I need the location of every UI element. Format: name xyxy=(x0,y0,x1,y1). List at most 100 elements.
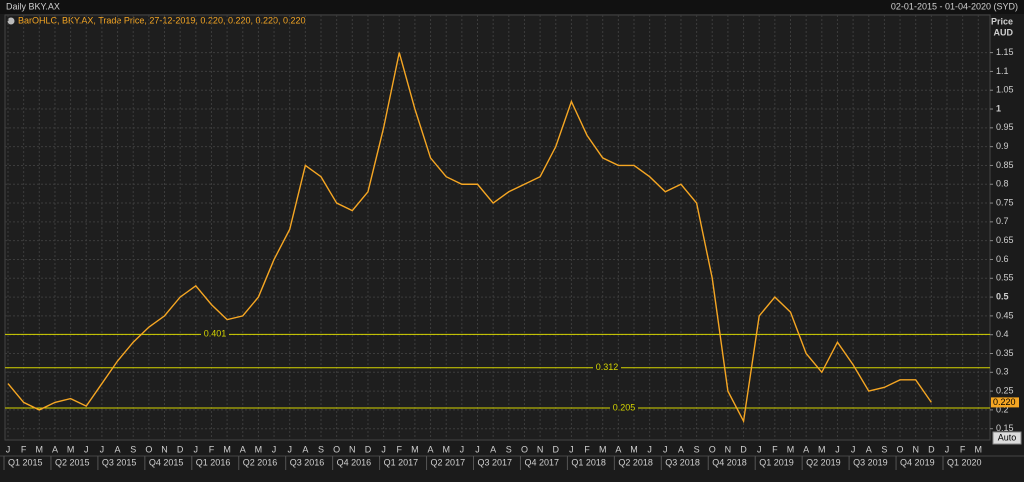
x-tick-label: D xyxy=(365,444,372,454)
x-tick-label: J xyxy=(84,444,89,454)
y-tick-label: 0.35 xyxy=(996,348,1014,358)
quarter-label: Q4 2017 xyxy=(524,457,559,467)
quarter-label: Q2 2018 xyxy=(618,457,653,467)
last-price-tag xyxy=(991,397,1019,408)
x-tick-label: A xyxy=(866,444,872,454)
x-tick-label: J xyxy=(475,444,480,454)
y-tick-label: 1 xyxy=(996,103,1001,113)
x-tick-label: A xyxy=(490,444,496,454)
x-tick-label: D xyxy=(928,444,935,454)
auto-button-label[interactable]: Auto xyxy=(998,432,1017,442)
x-tick-label: A xyxy=(428,444,434,454)
x-tick-label: O xyxy=(145,444,152,454)
x-tick-label: A xyxy=(115,444,121,454)
date-range: 02-01-2015 - 01-04-2020 (SYD) xyxy=(891,1,1018,11)
x-tick-label: S xyxy=(318,444,324,454)
quarter-label: Q1 2016 xyxy=(196,457,231,467)
y-tick-label: 0.8 xyxy=(996,179,1009,189)
level-label: 0.312 xyxy=(596,362,619,372)
y-tick-label: 1.05 xyxy=(996,85,1014,95)
x-tick-label: S xyxy=(881,444,887,454)
x-tick-label: S xyxy=(130,444,136,454)
x-tick-label: J xyxy=(835,444,840,454)
quarter-label: Q3 2018 xyxy=(665,457,700,467)
quarter-label: Q3 2019 xyxy=(853,457,888,467)
x-tick-label: J xyxy=(460,444,465,454)
quarter-label: Q2 2019 xyxy=(806,457,841,467)
y-tick-label: 0.65 xyxy=(996,235,1014,245)
x-tick-label: J xyxy=(945,444,950,454)
x-tick-label: F xyxy=(960,444,966,454)
x-tick-label: M xyxy=(67,444,75,454)
quarter-label: Q4 2015 xyxy=(149,457,184,467)
y-tick-label: 0.25 xyxy=(996,385,1014,395)
x-tick-label: N xyxy=(537,444,544,454)
x-tick-label: D xyxy=(553,444,560,454)
y-axis-title: Price xyxy=(991,16,1013,26)
quarter-label: Q1 2015 xyxy=(8,457,43,467)
level-label-bg xyxy=(610,403,638,414)
quarter-label: Q1 2018 xyxy=(571,457,606,467)
y-tick-label: 1.15 xyxy=(996,47,1014,57)
x-tick-label: A xyxy=(615,444,621,454)
quarter-label: Q3 2016 xyxy=(290,457,325,467)
y-tick-label: 0.3 xyxy=(996,367,1009,377)
x-tick-label: D xyxy=(177,444,184,454)
y-tick-label: 0.55 xyxy=(996,273,1014,283)
auto-button[interactable] xyxy=(992,431,1022,445)
x-tick-label: F xyxy=(209,444,215,454)
x-tick-label: N xyxy=(349,444,356,454)
x-tick-label: J xyxy=(757,444,762,454)
quarter-label: Q1 2019 xyxy=(759,457,794,467)
x-tick-label: F xyxy=(21,444,27,454)
x-tick-label: S xyxy=(506,444,512,454)
x-tick-label: A xyxy=(678,444,684,454)
last-price-label: 0.220 xyxy=(993,397,1016,407)
level-label-bg xyxy=(201,329,229,340)
x-tick-label: D xyxy=(740,444,747,454)
x-tick-label: N xyxy=(912,444,919,454)
y-tick-label: 0.2 xyxy=(996,404,1009,414)
x-tick-label: J xyxy=(381,444,386,454)
x-tick-label: J xyxy=(569,444,574,454)
quarter-label: Q1 2017 xyxy=(384,457,419,467)
y-axis-unit: AUD xyxy=(994,27,1014,37)
y-tick-label: 0.9 xyxy=(996,141,1009,151)
x-tick-label: O xyxy=(897,444,904,454)
y-tick-label: 0.7 xyxy=(996,216,1009,226)
x-tick-label: N xyxy=(725,444,732,454)
x-tick-label: J xyxy=(663,444,668,454)
quarter-label: Q2 2016 xyxy=(243,457,278,467)
y-tick-label: 0.75 xyxy=(996,197,1014,207)
quarter-label: Q3 2017 xyxy=(478,457,513,467)
x-tick-label: A xyxy=(240,444,246,454)
x-tick-label: A xyxy=(52,444,58,454)
x-tick-label: M xyxy=(223,444,231,454)
legend-entry: BarOHLC, BKY.AX, Trade Price, 27-12-2019… xyxy=(18,15,306,25)
quarter-label: Q3 2015 xyxy=(102,457,137,467)
x-tick-label: M xyxy=(818,444,826,454)
x-tick-label: J xyxy=(287,444,292,454)
x-tick-label: M xyxy=(255,444,263,454)
x-tick-label: M xyxy=(787,444,795,454)
x-tick-label: M xyxy=(411,444,419,454)
x-tick-label: O xyxy=(521,444,528,454)
header-bar xyxy=(0,0,1024,14)
chart-title: Daily BKY.AX xyxy=(6,1,60,11)
quarter-label: Q1 2020 xyxy=(947,457,982,467)
y-tick-label: 0.15 xyxy=(996,423,1014,433)
x-tick-label: M xyxy=(599,444,607,454)
x-tick-label: O xyxy=(333,444,340,454)
x-tick-label: M xyxy=(442,444,450,454)
y-tick-label: 0.85 xyxy=(996,160,1014,170)
x-tick-label: M xyxy=(630,444,638,454)
y-tick-label: 0.4 xyxy=(996,329,1009,339)
x-tick-label: M xyxy=(36,444,44,454)
level-label-bg xyxy=(593,362,621,373)
level-label: 0.205 xyxy=(613,402,636,412)
y-tick-label: 0.6 xyxy=(996,254,1009,264)
x-tick-label: J xyxy=(100,444,105,454)
y-tick-label: 1.1 xyxy=(996,66,1009,76)
x-tick-label: J xyxy=(6,444,11,454)
